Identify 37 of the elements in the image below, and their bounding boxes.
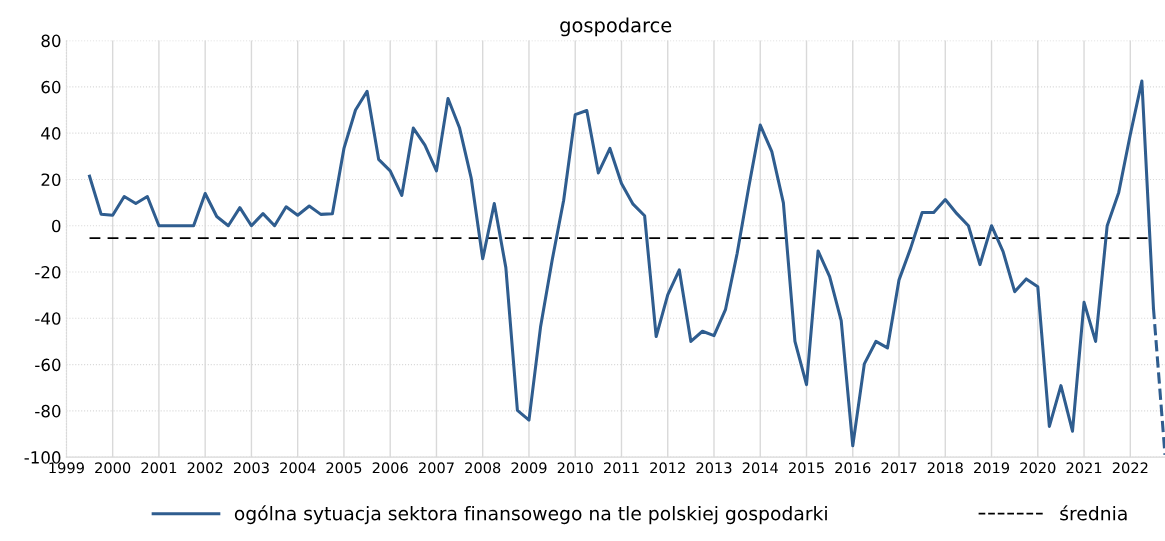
x-tick-label: 2022 bbox=[1112, 462, 1148, 474]
legend-label: średnia bbox=[1060, 505, 1127, 521]
y-tick-label: -60 bbox=[35, 358, 61, 372]
chart-title: gospodarce bbox=[560, 17, 672, 37]
x-tick-label: 2006 bbox=[372, 462, 408, 474]
x-tick-label: 2012 bbox=[650, 462, 685, 474]
x-tick-label: 2021 bbox=[1066, 462, 1102, 474]
x-tick-label: 2011 bbox=[604, 462, 639, 474]
x-tick-label: 2009 bbox=[511, 462, 547, 474]
legend-label: ogólna sytuacja sektora finansowego na tle polskiej gospodarki bbox=[234, 505, 827, 525]
x-tick-label: 2001 bbox=[141, 462, 177, 474]
x-tick-label: 2014 bbox=[742, 462, 778, 474]
y-tick-label: 0 bbox=[52, 219, 61, 233]
x-tick-label: 1999 bbox=[49, 462, 84, 474]
x-tick-label: 2004 bbox=[280, 462, 316, 474]
y-tick-label: -20 bbox=[35, 265, 61, 279]
y-tick-label: 40 bbox=[41, 127, 61, 140]
x-tick-label: 2008 bbox=[465, 462, 501, 474]
x-tick-label: 2005 bbox=[326, 462, 362, 474]
y-tick-label: -100 bbox=[24, 451, 61, 464]
x-tick-label: 2015 bbox=[789, 462, 824, 474]
x-tick-label: 2019 bbox=[974, 462, 1010, 474]
y-tick-label: -40 bbox=[35, 312, 61, 325]
x-tick-label: 2002 bbox=[187, 462, 223, 474]
y-tick-label: 20 bbox=[41, 173, 61, 186]
y-tick-label: -80 bbox=[35, 404, 61, 418]
x-tick-label: 2020 bbox=[1020, 462, 1056, 474]
x-tick-label: 2017 bbox=[881, 462, 917, 474]
x-tick-label: 2016 bbox=[835, 462, 871, 474]
x-tick-label: 2013 bbox=[696, 462, 732, 474]
y-tick-label: 80 bbox=[41, 34, 61, 48]
x-tick-label: 2010 bbox=[557, 462, 593, 474]
x-tick-label: 2003 bbox=[233, 462, 269, 474]
x-tick-label: 2007 bbox=[418, 462, 454, 474]
x-tick-label: 2000 bbox=[95, 462, 131, 474]
x-tick-label: 2018 bbox=[927, 462, 963, 474]
y-tick-label: 60 bbox=[41, 80, 61, 94]
